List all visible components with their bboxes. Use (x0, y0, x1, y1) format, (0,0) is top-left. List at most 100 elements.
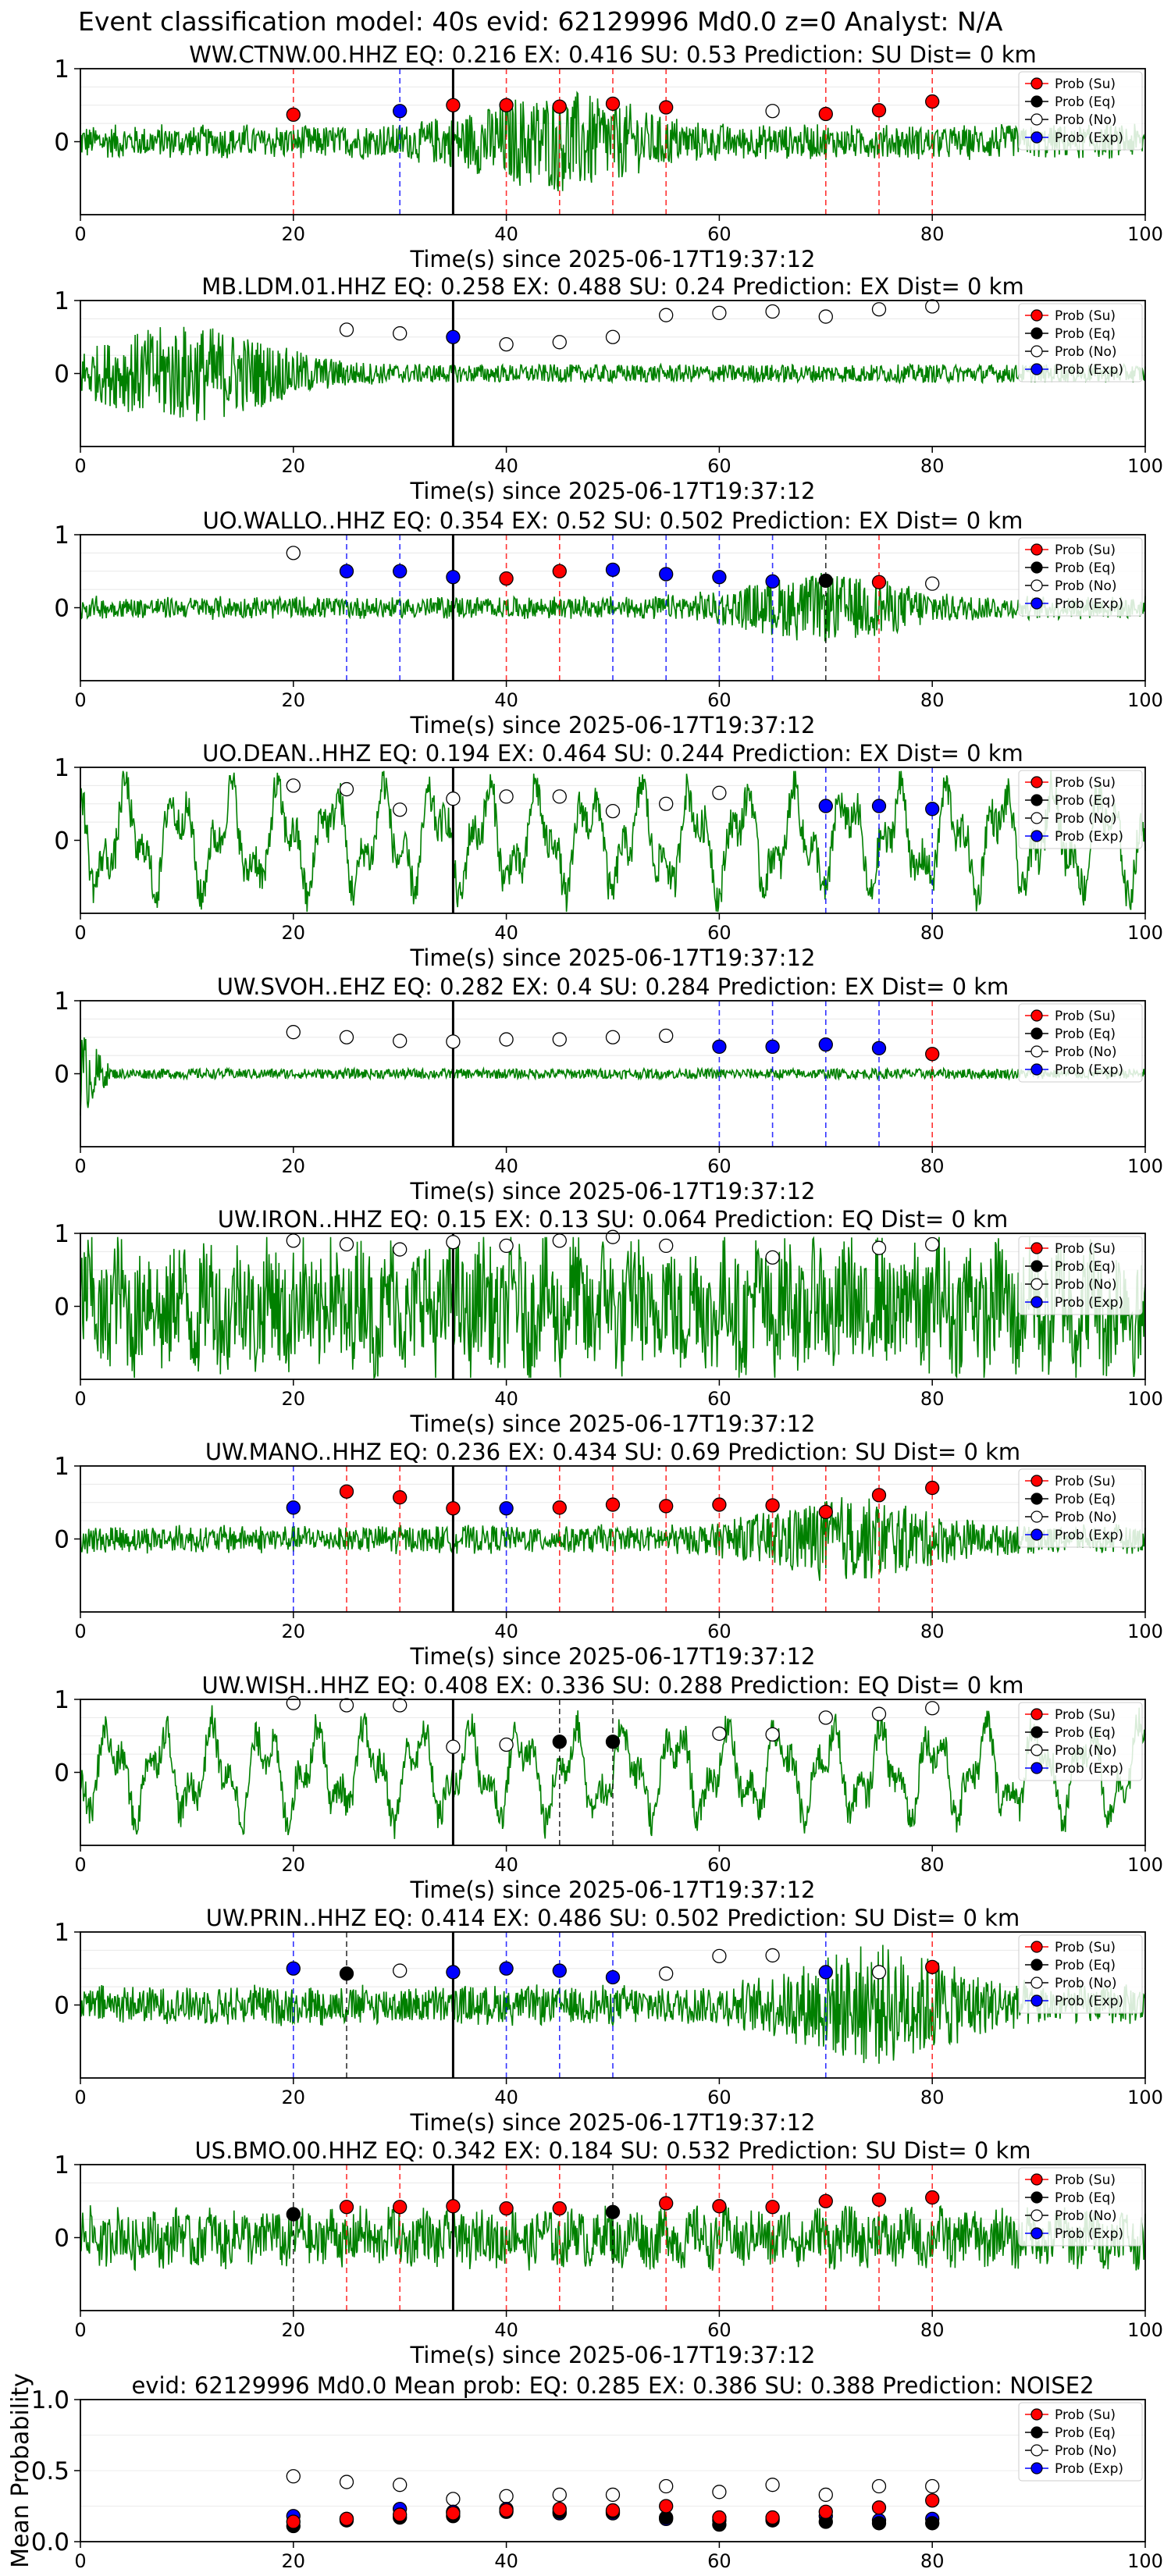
prob-point (925, 1236, 940, 1252)
legend-label: Prob (Exp) (1055, 130, 1123, 146)
x-tick-label: 20 (282, 1854, 306, 1876)
prob-point (765, 1948, 780, 1963)
legend-marker (1030, 579, 1043, 592)
legend-marker (1030, 1296, 1043, 1308)
panel-9: UW.PRIN..HHZ EQ: 0.414 EX: 0.486 SU: 0.5… (54, 1905, 1163, 2136)
legend-marker (1030, 95, 1043, 108)
prob-point (765, 1250, 780, 1265)
prob-point (499, 98, 514, 112)
x-axis-label: Time(s) since 2025-06-17T19:37:12 (410, 1877, 816, 1903)
legend-label: Prob (Eq) (1055, 2425, 1116, 2441)
x-tick-label: 0 (74, 455, 86, 477)
legend-marker (1030, 1063, 1043, 1076)
x-tick-label: 40 (494, 1155, 518, 1177)
x-tick-label: 80 (920, 2319, 945, 2341)
prob-point (499, 2201, 514, 2216)
prob-point (552, 789, 567, 804)
x-tick-label: 100 (1127, 223, 1163, 245)
prob-point (925, 1047, 940, 1062)
panel-6: UW.IRON..HHZ EQ: 0.15 EX: 0.13 SU: 0.064… (54, 1206, 1163, 1437)
y-tick-label: 1 (54, 521, 69, 550)
x-tick-label: 100 (1127, 455, 1163, 477)
panel-title: evid: 62129996 Md0.0 Mean prob: EQ: 0.28… (131, 2372, 1094, 2399)
prob-point (765, 574, 780, 589)
prob-point (765, 1727, 780, 1742)
prob-point (552, 564, 567, 578)
legend-marker (1030, 1708, 1043, 1720)
prob-point (605, 1497, 621, 1512)
prob-point (765, 2510, 780, 2525)
legend-marker (1030, 1528, 1043, 1541)
prob-point (871, 1965, 887, 1980)
prob-point (446, 1235, 461, 1250)
x-tick-label: 60 (707, 1854, 731, 1876)
legend-label: Prob (Su) (1055, 1009, 1116, 1024)
prob-point (659, 1028, 674, 1044)
legend-marker (1030, 1959, 1043, 1971)
prob-point (659, 796, 674, 811)
x-tick-label: 0 (74, 689, 86, 711)
x-tick-label: 40 (494, 2087, 518, 2108)
y-tick-label: 0.0 (31, 2528, 69, 2556)
seismic-trace (80, 1705, 1146, 1839)
x-tick-label: 0 (74, 2087, 86, 2108)
prob-point (765, 1039, 780, 1055)
prob-point (712, 1039, 727, 1055)
legend-box (1018, 1236, 1143, 1315)
legend-label: Prob (Exp) (1055, 1528, 1123, 1543)
legend-marker (1030, 1762, 1043, 1774)
legend-label: Prob (Su) (1055, 1707, 1116, 1723)
x-tick-label: 60 (707, 2087, 731, 2108)
prob-point (446, 1965, 461, 1980)
prob-point (552, 2501, 567, 2517)
prob-point (286, 1961, 301, 1976)
legend-marker (1030, 1493, 1043, 1505)
legend: Prob (Su) Prob (Eq) Prob (No) Prob (Exp) (1018, 770, 1143, 849)
prob-point (925, 2493, 940, 2508)
panel-title: UW.PRIN..HHZ EQ: 0.414 EX: 0.486 SU: 0.5… (206, 1905, 1020, 1931)
prob-point (339, 2475, 354, 2489)
legend-marker (1030, 309, 1043, 322)
prob-point (286, 1025, 301, 1040)
prob-point (339, 564, 354, 578)
prob-point (286, 1500, 301, 1515)
prob-point (659, 1499, 674, 1514)
prob-point (499, 571, 514, 586)
legend-marker (1030, 2227, 1043, 2240)
x-tick-label: 60 (707, 2550, 731, 2572)
seismic-trace (80, 326, 1146, 422)
legend-label: Prob (No) (1055, 1044, 1117, 1060)
prob-point (925, 299, 940, 314)
y-tick-label: 0 (54, 1992, 69, 2020)
legend-box (1018, 1468, 1143, 1548)
legend-label: Prob (Exp) (1055, 2226, 1123, 2242)
prob-point (818, 106, 833, 122)
prob-point (286, 1233, 301, 1248)
x-axis-label: Time(s) since 2025-06-17T19:37:12 (410, 2342, 816, 2368)
prob-point (818, 573, 833, 589)
prob-point (818, 799, 833, 813)
y-tick-label: 1 (54, 2151, 69, 2179)
legend-label: Prob (No) (1055, 1277, 1117, 1293)
x-tick-label: 80 (920, 689, 945, 711)
legend-marker (1030, 2209, 1043, 2222)
prob-point (871, 1706, 887, 1721)
panel-title: UW.SVOH..EHZ EQ: 0.282 EX: 0.4 SU: 0.284… (217, 973, 1009, 1000)
legend-marker (1030, 113, 1043, 126)
legend-label: Prob (Eq) (1055, 1259, 1116, 1275)
x-tick-label: 100 (1127, 689, 1163, 711)
x-axis-label: Time(s) since 2025-06-17T19:37:12 (410, 1643, 816, 1670)
panel-title: WW.CTNW.00.HHZ EQ: 0.216 EX: 0.416 SU: 0… (189, 41, 1037, 68)
y-tick-label: 1 (54, 987, 69, 1016)
legend-box (1018, 2167, 1143, 2247)
prob-point (765, 1498, 780, 1513)
panel-title: MB.LDM.01.HHZ EQ: 0.258 EX: 0.488 SU: 0.… (201, 273, 1023, 300)
x-tick-label: 40 (494, 2319, 518, 2341)
legend-label: Prob (No) (1055, 811, 1117, 827)
prob-point (499, 2503, 514, 2518)
x-tick-label: 20 (282, 1621, 306, 1642)
legend: Prob (Su) Prob (Eq) Prob (No) Prob (Exp) (1018, 1934, 1143, 2014)
x-tick-label: 0 (74, 1621, 86, 1642)
legend-box (1018, 303, 1143, 382)
prob-point (393, 104, 408, 119)
